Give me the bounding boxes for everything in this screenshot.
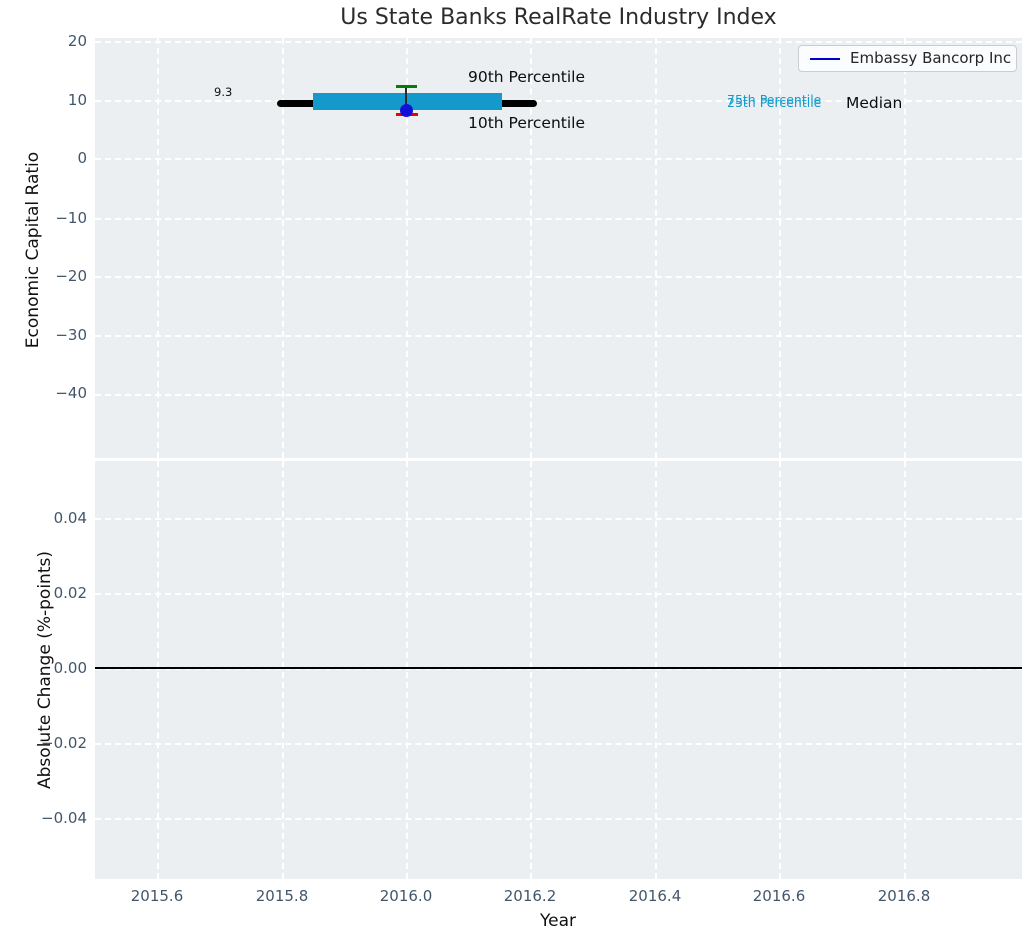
chart-title: Us State Banks RealRate Industry Index (340, 5, 777, 30)
grid-line (282, 461, 284, 879)
grid-line (157, 38, 159, 458)
iqr-bar (313, 93, 502, 110)
grid-line (406, 461, 408, 879)
legend-line-sample-icon (810, 57, 840, 60)
grid-line (655, 38, 657, 458)
grid-line (904, 38, 906, 458)
x-axis-label: Year (540, 911, 576, 931)
grid-line (95, 593, 1022, 595)
x-tick-label: 2016.2 (503, 887, 557, 905)
whisker-line (405, 87, 407, 111)
grid-line (95, 100, 1022, 102)
y-tick-label: −40 (55, 384, 87, 402)
grid-line (406, 38, 408, 458)
x-tick-label: 2016.8 (877, 887, 931, 905)
x-tick-label: 2016.6 (752, 887, 806, 905)
grid-line (95, 394, 1022, 396)
grid-line (95, 818, 1022, 820)
grid-line (95, 743, 1022, 745)
y-tick-label: −10 (55, 209, 87, 227)
grid-line (95, 276, 1022, 278)
x-tick-label: 2015.6 (130, 887, 184, 905)
grid-line (157, 461, 159, 879)
y-axis-label-top: Economic Capital Ratio (23, 151, 43, 349)
grid-line (95, 668, 1022, 670)
y-tick-label: −20 (55, 267, 87, 285)
grid-line (282, 38, 284, 458)
grid-line (655, 461, 657, 879)
x-tick-label: 2015.8 (255, 887, 309, 905)
y-axis-label-bottom: Absolute Change (%-points) (35, 551, 55, 789)
x-tick-label: 2016.0 (379, 887, 433, 905)
y-tick-label: 0 (77, 149, 87, 167)
median-label: Median (846, 94, 903, 112)
y-tick-label: 0.02 (53, 584, 87, 602)
x-tick-label: 2016.4 (628, 887, 682, 905)
p10-label: 10th Percentile (468, 114, 586, 132)
grid-line (95, 518, 1022, 520)
y-tick-label: 0.00 (53, 659, 87, 677)
grid-line (779, 38, 781, 458)
grid-line (530, 461, 532, 879)
y-tick-label: −0.02 (41, 734, 87, 752)
grid-line (530, 38, 532, 458)
legend: Embassy Bancorp Inc (798, 45, 1017, 72)
bottom-axes (95, 461, 1022, 879)
median-value-label: 9.3 (214, 85, 233, 99)
grid-line (95, 218, 1022, 220)
legend-label: Embassy Bancorp Inc (850, 49, 1012, 67)
p90-label: 90th Percentile (468, 68, 586, 86)
grid-line (95, 335, 1022, 337)
y-tick-label: 0.04 (53, 509, 87, 527)
y-tick-label: −0.04 (41, 809, 87, 827)
company-marker (400, 104, 413, 117)
y-tick-label: 10 (67, 91, 87, 109)
y-tick-label: 20 (67, 32, 87, 50)
p75-label: 75th Percentile (727, 92, 822, 107)
p90-cap (396, 85, 417, 88)
y-tick-label: −30 (55, 326, 87, 344)
top-axes (95, 38, 1022, 458)
grid-line (95, 41, 1022, 43)
grid-line (95, 158, 1022, 160)
p25-label: 25th Percentile (727, 95, 822, 110)
grid-line (779, 461, 781, 879)
zero-line (95, 667, 1022, 669)
grid-line (904, 461, 906, 879)
